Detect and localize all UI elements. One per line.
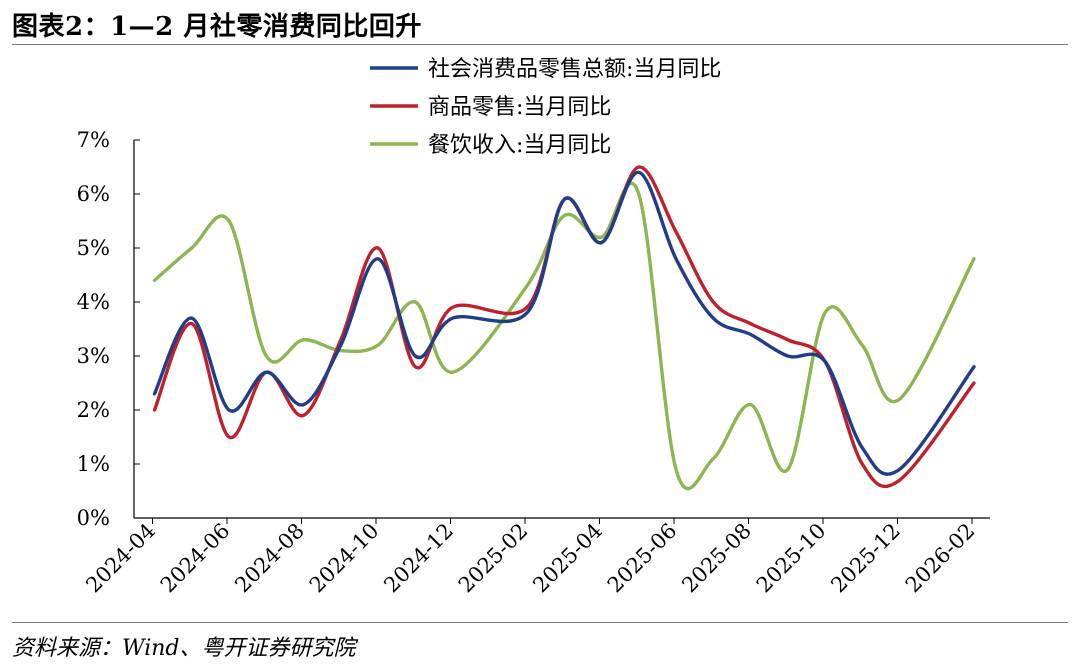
title-divider [12,44,1068,45]
x-tick-label: 2025-04 [528,519,607,598]
legend-label-3: 餐饮收入:当月同比 [428,133,611,158]
x-tick-label: 2025-06 [603,519,682,598]
x-tick-label: 2024-10 [305,519,384,598]
x-tick-label: 2024-08 [230,519,309,598]
y-tick-label: 6% [77,182,110,206]
x-tick-label: 2025-12 [826,519,905,598]
source-divider [12,622,1068,623]
y-tick-label: 7% [77,128,110,152]
line-chart: 0%1%2%3%4%5%6%7%2024-042024-062024-08202… [77,57,990,598]
series-line-3 [152,181,976,491]
x-tick-label: 2025-02 [454,519,533,598]
y-tick-label: 5% [77,236,110,260]
y-tick-label: 4% [77,290,110,314]
legend-label-2: 商品零售:当月同比 [428,95,611,120]
x-tick-label: 2025-08 [677,519,756,598]
y-tick-label: 0% [77,506,110,530]
chart-title: 图表2：1—2 月社零消费同比回升 [12,12,422,42]
series-line-1 [152,170,976,476]
x-tick-label: 2025-10 [752,519,831,598]
x-tick-label: 2024-04 [81,519,160,598]
x-tick-label: 2026-02 [901,519,980,598]
y-tick-label: 1% [77,452,110,476]
x-tick-label: 2024-06 [156,519,235,598]
y-tick-label: 3% [77,344,110,368]
legend-label-1: 社会消费品零售总额:当月同比 [428,57,721,82]
x-tick-label: 2024-12 [379,519,458,598]
y-tick-label: 2% [77,398,110,422]
source-note: 资料来源：Wind、粤开证券研究院 [12,636,356,661]
